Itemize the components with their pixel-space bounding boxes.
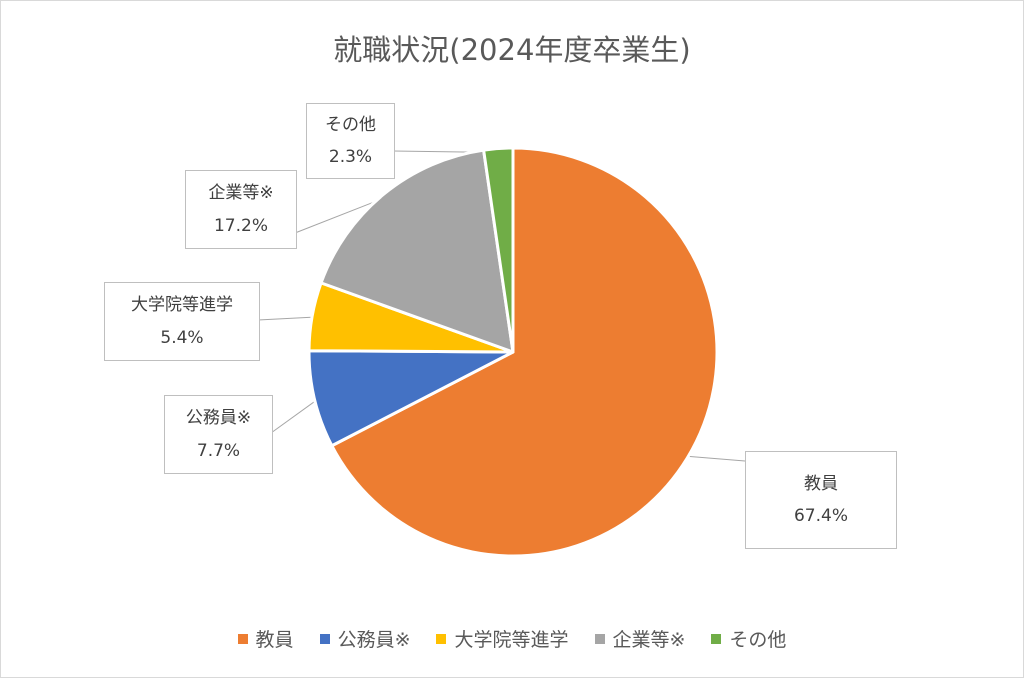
pie-slice-companies (319, 148, 515, 354)
data-label-value: 17.2% (213, 215, 268, 236)
legend-label: 企業等※ (612, 629, 686, 651)
data-label-category: 教員 (804, 473, 838, 494)
legend-swatch (237, 633, 248, 644)
data-label-teachers: 教員 67.4% (745, 451, 897, 549)
data-label-value: 2.3% (328, 147, 373, 167)
data-label-value: 67.4% (793, 506, 848, 526)
pie-slice-civil-servants (307, 349, 515, 448)
legend-label: その他 (729, 629, 787, 651)
data-label-category: 大学院等進学 (131, 295, 233, 316)
data-label-value: 7.7% (196, 440, 241, 461)
pie-slice-other (482, 146, 515, 354)
legend: 教員 公務員※ 大学院等進学 企業等※ その他 (1, 625, 1023, 652)
legend-swatch (711, 633, 722, 644)
data-label-companies: 企業等※ 17.2% (185, 170, 297, 249)
pie-slice-teachers (330, 146, 719, 558)
legend-item-other: その他 (711, 625, 786, 652)
data-label-category: その他 (325, 114, 376, 135)
legend-label: 公務員※ (337, 629, 411, 651)
legend-swatch (319, 633, 330, 644)
legend-label: 教員 (255, 629, 294, 651)
data-label-other: その他 2.3% (306, 103, 395, 179)
legend-swatch (594, 633, 605, 644)
leader-line-graduate-school (257, 316, 317, 321)
legend-item-companies: 企業等※ (594, 625, 686, 652)
legend-item-civil-servants: 公務員※ (319, 625, 411, 652)
data-label-graduate-school: 大学院等進学 5.4% (104, 282, 260, 361)
data-label-category: 企業等※ (208, 183, 274, 204)
legend-item-graduate-school: 大学院等進学 (436, 625, 569, 652)
leader-line-teachers (683, 455, 746, 462)
leader-line-companies (294, 196, 387, 234)
data-label-value: 5.4% (160, 327, 204, 348)
legend-label: 大学院等進学 (454, 629, 569, 651)
data-label-civil-servants: 公務員※ 7.7% (164, 395, 273, 474)
data-label-category: 公務員※ (185, 408, 252, 429)
legend-swatch (436, 633, 447, 644)
leader-line-civil-servants (270, 398, 319, 434)
legend-item-teachers: 教員 (237, 625, 294, 652)
chart-title: 就職状況(2024年度卒業生) (333, 33, 691, 67)
